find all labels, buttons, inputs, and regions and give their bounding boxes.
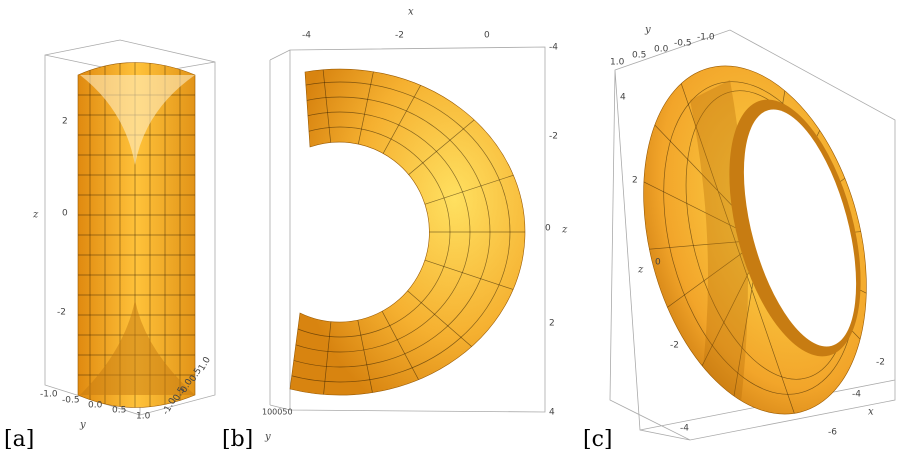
- y-axis-label: y: [644, 25, 651, 36]
- figure: 2 0 -2 z -1.0 -0.5 0.0 0.5 1.0 y -1.0 -0…: [0, 0, 901, 453]
- x-axis-label: x: [408, 7, 414, 18]
- y-axis-label: y: [264, 432, 271, 443]
- panel-label: [c]: [583, 427, 613, 452]
- x-tick: -4: [852, 390, 861, 400]
- z-tick: 4: [549, 408, 555, 418]
- panel-label: [b]: [222, 427, 253, 452]
- z-tick: 2: [62, 117, 68, 127]
- y-tick: -0.5: [62, 396, 80, 406]
- z-tick: 0: [62, 209, 68, 219]
- z-tick: 2: [549, 319, 555, 329]
- y-tick: 0.0: [654, 45, 669, 55]
- x-tick: -6: [828, 428, 837, 438]
- z-tick: -2: [57, 308, 66, 318]
- z-tick: -4: [549, 43, 558, 53]
- z-tick: 2: [632, 176, 638, 186]
- panel-label: [a]: [4, 427, 34, 452]
- z-tick: 0: [655, 258, 661, 268]
- z-tick: 0: [545, 224, 551, 234]
- y-tick: 0.5: [112, 406, 126, 416]
- x-tick: -4: [302, 31, 311, 41]
- x-axis-label: x: [868, 407, 874, 418]
- x-tick: -2: [876, 358, 885, 368]
- panel-b: x -4 -2 0 -4 -2 0 2 4 z 100050 y [b]: [170, 7, 570, 453]
- z-axis-label: z: [561, 225, 568, 236]
- x-tick: 0: [484, 31, 490, 41]
- y-tick: 100050: [262, 408, 293, 417]
- x-tick: 1.0: [197, 355, 213, 373]
- y-tick: -1.0: [40, 390, 58, 400]
- z-axis-label: z: [637, 265, 644, 276]
- y-tick: 0.0: [88, 401, 103, 411]
- z-tick: -2: [549, 132, 558, 142]
- panel-a: 2 0 -2 z -1.0 -0.5 0.0 0.5 1.0 y -1.0 -0…: [4, 40, 215, 452]
- z-axis-label: z: [32, 210, 39, 221]
- y-tick: -0.5: [674, 39, 692, 49]
- z-tick: -4: [680, 424, 689, 434]
- y-tick: -1.0: [697, 33, 715, 43]
- panel-c: y 1.0 0.5 0.0 -0.5 -1.0 4 2 0 -2 -4 z -2…: [583, 25, 901, 453]
- x-tick: -2: [395, 31, 404, 41]
- y-tick: 1.0: [610, 58, 625, 68]
- z-tick: 4: [620, 93, 626, 103]
- y-tick: 0.5: [632, 51, 646, 61]
- y-tick: 1.0: [136, 412, 151, 422]
- z-tick: -2: [670, 341, 679, 351]
- y-axis-label: y: [79, 420, 86, 431]
